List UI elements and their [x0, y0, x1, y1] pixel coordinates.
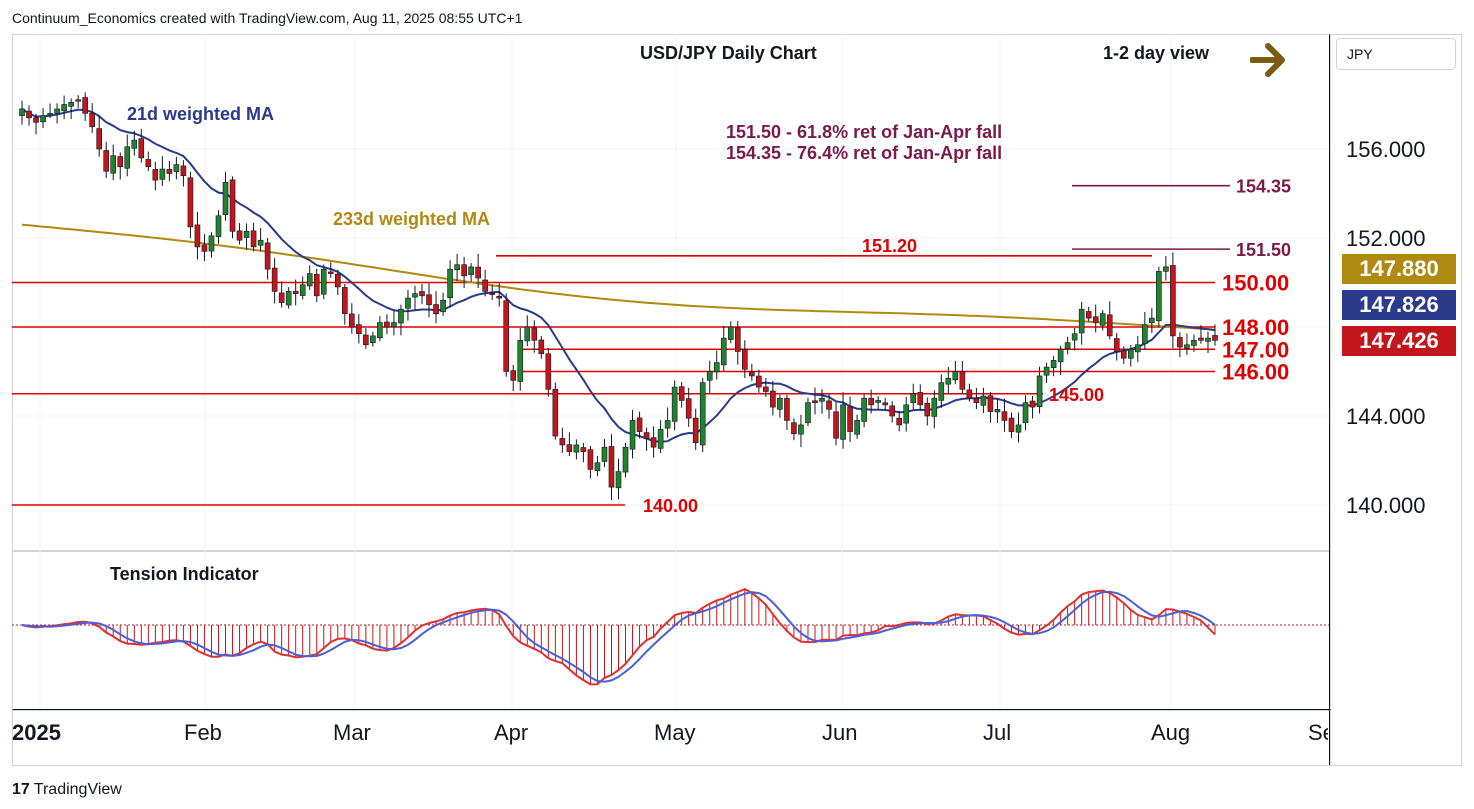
y-tick-156: 156.000 — [1346, 137, 1426, 162]
arrow-right-icon — [1250, 43, 1285, 77]
y-tick-152: 152.000 — [1346, 226, 1426, 251]
month-2025: 2025 — [12, 720, 61, 745]
month-feb: Feb — [184, 720, 222, 745]
month-jun: Jun — [822, 720, 858, 745]
price-axis[interactable] — [1329, 34, 1462, 766]
annotation-76-4: 154.35 - 76.4% ret of Jan-Apr fall — [726, 143, 1003, 163]
month-may: May — [654, 720, 696, 745]
brand-name: TradingView — [33, 781, 122, 798]
view-label: 1-2 day view — [1103, 43, 1210, 63]
indicator-pane[interactable] — [12, 551, 1331, 711]
month-mar: Mar — [333, 720, 371, 745]
month-aug: Aug — [1151, 720, 1191, 745]
ma21-label: 21d weighted MA — [127, 104, 275, 124]
ma233-label: 233d weighted MA — [333, 209, 491, 229]
annotation-61-8: 151.50 - 61.8% ret of Jan-Apr fall — [726, 122, 1003, 142]
y-tick-144: 144.000 — [1346, 404, 1426, 429]
month-jul: Jul — [983, 720, 1012, 745]
time-axis[interactable] — [12, 709, 1331, 766]
currency-selector[interactable]: JPY — [1336, 38, 1456, 70]
tradingview-logo[interactable]: 17 TradingView — [12, 781, 122, 799]
month-sep: Sep — [1308, 720, 1328, 745]
price-tag-last: 147.426 — [1342, 326, 1456, 356]
month-apr: Apr — [494, 720, 529, 745]
tension-indicator-label: Tension Indicator — [110, 564, 259, 584]
price-tag-ma233: 147.880 — [1342, 254, 1456, 284]
main-chart-pane[interactable] — [12, 34, 1331, 551]
chart-attribution: Continuum_Economics created with Trading… — [12, 10, 523, 26]
y-tick-140: 140.000 — [1346, 493, 1426, 518]
tradingview-mark-icon: 17 — [12, 781, 30, 798]
price-tag-ma21: 147.826 — [1342, 290, 1456, 320]
chart-title: USD/JPY Daily Chart — [640, 43, 817, 63]
